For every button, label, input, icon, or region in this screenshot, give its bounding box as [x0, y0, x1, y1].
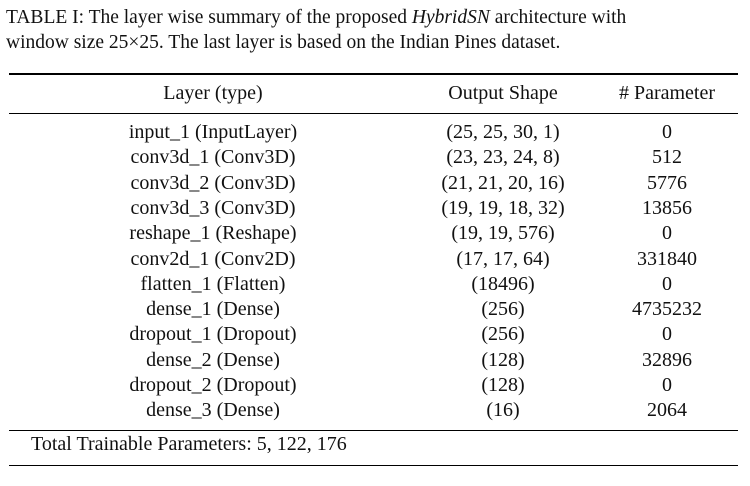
cell-output-shape: (23, 23, 24, 8) — [446, 146, 560, 169]
cell-parameter-count: 331840 — [637, 247, 697, 270]
cell-parameter-count: 32896 — [642, 348, 692, 371]
table-row: conv3d_1 (Conv3D) (23, 23, 24, 8) 512 — [0, 145, 750, 170]
table-row: dropout_2 (Dropout) (128) 0 — [0, 373, 750, 398]
cell-layer-type: dropout_1 (Dropout) — [129, 323, 297, 346]
cell-layer-type: dense_1 (Dense) — [146, 298, 280, 321]
table-row: conv3d_3 (Conv3D) (19, 19, 18, 32) 13856 — [0, 196, 750, 221]
caption-middle: architecture with — [489, 7, 627, 28]
cell-output-shape: (19, 19, 576) — [451, 222, 555, 245]
cell-layer-type: conv3d_3 (Conv3D) — [130, 196, 296, 219]
table-total-rule — [9, 430, 738, 431]
cell-layer-type: input_1 (InputLayer) — [128, 121, 298, 143]
caption-model-name: HybridSN — [411, 7, 490, 28]
table-header-row: Layer (type) Output Shape # Parameter — [0, 81, 750, 106]
cell-layer-type: dense_2 (Dense) — [146, 348, 280, 371]
cell-output-shape: (21, 21, 20, 16) — [441, 171, 565, 194]
cell-output-shape: (256) — [481, 298, 525, 321]
cell-layer-type: reshape_1 (Reshape) — [129, 222, 297, 245]
table-top-rule — [9, 73, 738, 75]
table-caption: TABLE I: The layer wise summary of the p… — [6, 5, 742, 55]
cell-layer-type: conv3d_2 (Conv3D) — [130, 171, 296, 194]
cell-output-shape: (128) — [481, 374, 525, 396]
cell-parameter-count: 5776 — [647, 171, 687, 194]
cell-parameter-count: 2064 — [647, 399, 687, 422]
cell-layer-type: conv3d_1 (Conv3D) — [130, 146, 296, 169]
table-row: dense_1 (Dense) (256) 4735232 — [0, 297, 750, 322]
cell-parameter-count: 0 — [662, 222, 672, 245]
table-bottom-rule — [9, 465, 738, 467]
cell-parameter-count: 4735232 — [632, 298, 702, 321]
cell-layer-type: flatten_1 (Flatten) — [140, 272, 286, 295]
total-label: Total Trainable Parameters: — [31, 433, 257, 455]
table-row: dropout_1 (Dropout) (256) 0 — [0, 322, 750, 347]
table-row: reshape_1 (Reshape) (19, 19, 576) 0 — [0, 221, 750, 246]
cell-layer-type: conv2d_1 (Conv2D) — [130, 247, 296, 270]
table-header-rule — [9, 113, 738, 114]
cell-layer-type: dropout_2 (Dropout) — [129, 374, 297, 396]
table-row: conv3d_2 (Conv3D) (21, 21, 20, 16) 5776 — [0, 171, 750, 196]
table-row: flatten_1 (Flatten) (18496) 0 — [0, 272, 750, 297]
cell-output-shape: (17, 17, 64) — [456, 247, 550, 270]
table-row: dense_2 (Dense) (128) 32896 — [0, 348, 750, 373]
header-output-shape: Output Shape — [448, 82, 558, 104]
cell-parameter-count: 0 — [662, 272, 672, 295]
cell-parameter-count: 0 — [662, 374, 672, 396]
total-value: 5, 122, 176 — [256, 433, 347, 455]
cell-parameter-count: 0 — [662, 323, 672, 346]
cell-layer-type: dense_3 (Dense) — [146, 399, 280, 422]
cell-output-shape: (128) — [481, 348, 525, 371]
caption-prefix: TABLE I: The layer wise summary of the p… — [6, 7, 412, 28]
cell-output-shape: (25, 25, 30, 1) — [446, 121, 560, 143]
cell-parameter-count: 0 — [662, 121, 672, 143]
header-parameter-count: # Parameter — [618, 82, 716, 104]
cell-output-shape: (256) — [481, 323, 525, 346]
total-trainable-parameters: Total Trainable Parameters: 5, 122, 176 — [31, 432, 347, 457]
caption-line-2: window size 25×25. The last layer is bas… — [6, 32, 561, 53]
table-row: dense_3 (Dense) (16) 2064 — [0, 398, 750, 423]
cell-parameter-count: 13856 — [642, 196, 692, 219]
cell-parameter-count: 512 — [652, 146, 682, 169]
cell-output-shape: (19, 19, 18, 32) — [441, 196, 565, 219]
cell-output-shape: (18496) — [471, 272, 535, 295]
header-layer-type: Layer (type) — [163, 82, 263, 104]
table-row: input_1 (InputLayer) (25, 25, 30, 1) 0 — [0, 120, 750, 145]
table-row: conv2d_1 (Conv2D) (17, 17, 64) 331840 — [0, 247, 750, 272]
cell-output-shape: (16) — [486, 399, 520, 422]
